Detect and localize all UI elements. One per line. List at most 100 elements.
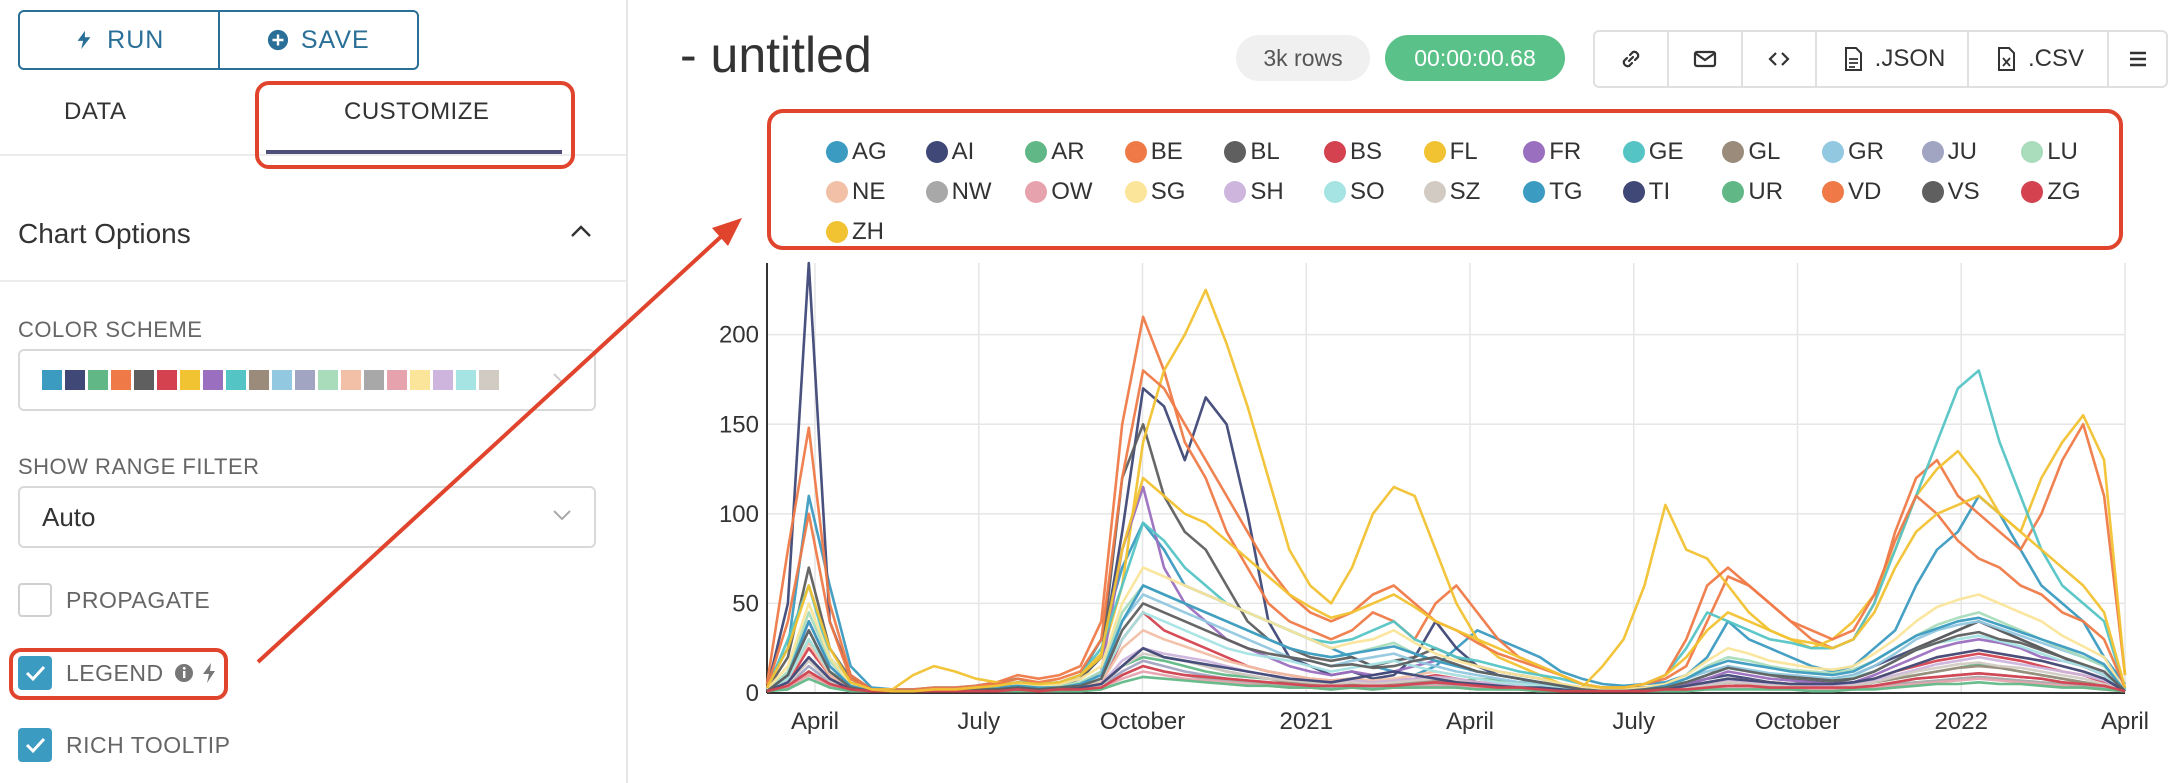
legend-item[interactable]: AI xyxy=(925,138,974,166)
legend-checkbox[interactable] xyxy=(18,656,52,690)
color-swatch xyxy=(295,370,315,390)
color-scheme-swatches xyxy=(42,370,499,390)
legend-item[interactable]: UR xyxy=(1722,178,1783,206)
chevron-up-icon[interactable] xyxy=(570,224,592,238)
file-excel-icon xyxy=(1997,47,2015,71)
run-save-group: RUN SAVE xyxy=(18,10,419,70)
y-tick-label: 100 xyxy=(719,501,759,528)
embed-code-button[interactable] xyxy=(1741,32,1815,86)
legend-item[interactable]: VD xyxy=(1822,178,1881,206)
panel-tabs: DATA CUSTOMIZE xyxy=(0,80,626,156)
legend-item[interactable]: SZ xyxy=(1423,178,1481,206)
legend-item[interactable]: TI xyxy=(1622,178,1670,206)
legend-item[interactable]: SG xyxy=(1124,178,1186,206)
legend-item[interactable]: BE xyxy=(1124,138,1183,166)
legend-swatch xyxy=(1523,181,1546,203)
legend-item[interactable]: SH xyxy=(1224,178,1284,206)
legend-label: SZ xyxy=(1449,178,1481,205)
x-tick-label: October xyxy=(1755,708,1840,735)
series-line-zh xyxy=(765,476,2127,693)
legend-swatch xyxy=(1722,181,1745,203)
legend-item[interactable]: LU xyxy=(2021,138,2078,166)
export-json-label: .JSON xyxy=(1874,45,1946,72)
legend-item[interactable]: FR xyxy=(1523,138,1581,166)
legend-label: NE xyxy=(852,178,886,205)
rich-tooltip-label: RICH TOOLTIP xyxy=(66,731,231,758)
legend-label: GL xyxy=(1748,138,1781,165)
legend-item[interactable]: GE xyxy=(1622,138,1683,166)
email-button[interactable] xyxy=(1667,32,1741,86)
file-text-icon xyxy=(1844,47,1862,71)
legend-item[interactable]: JU xyxy=(1921,138,1977,166)
color-swatch xyxy=(134,370,154,390)
propagate-option[interactable]: PROPAGATE xyxy=(18,583,210,617)
legend-swatch xyxy=(1622,181,1645,203)
legend-item[interactable]: VS xyxy=(1921,178,1980,206)
color-swatch xyxy=(88,370,108,390)
x-tick-label: July xyxy=(957,708,1000,735)
legend-label: AR xyxy=(1051,138,1085,165)
legend-item[interactable]: AG xyxy=(826,138,887,166)
color-swatch xyxy=(65,370,85,390)
chart-options-title: Chart Options xyxy=(18,218,191,249)
legend-label: ZH xyxy=(852,218,884,245)
legend-label: OW xyxy=(1051,178,1093,205)
legend-item[interactable]: ZG xyxy=(2021,178,2081,206)
legend-item[interactable]: BL xyxy=(1224,138,1280,166)
legend-label: LU xyxy=(2047,138,2078,165)
legend-label: ZG xyxy=(2047,178,2081,205)
copy-link-button[interactable] xyxy=(1595,32,1667,86)
check-icon xyxy=(25,737,46,754)
legend-item[interactable]: SO xyxy=(1324,178,1385,206)
legend-label: FL xyxy=(1449,138,1478,165)
propagate-checkbox[interactable] xyxy=(18,583,52,617)
tab-data[interactable]: DATA xyxy=(64,98,127,125)
legend-swatch xyxy=(1124,141,1147,163)
legend-item[interactable]: GR xyxy=(1822,138,1884,166)
legend-swatch xyxy=(1423,141,1446,163)
color-swatch xyxy=(157,370,177,390)
tab-customize[interactable]: CUSTOMIZE xyxy=(344,98,490,125)
legend-item[interactable]: NW xyxy=(925,178,992,206)
page-title[interactable]: - untitled xyxy=(680,27,872,83)
code-icon xyxy=(1768,52,1790,66)
run-button[interactable]: RUN xyxy=(20,12,218,68)
legend-item[interactable]: GL xyxy=(1722,138,1780,166)
export-json-button[interactable]: .JSON xyxy=(1815,32,1967,86)
legend-swatch xyxy=(2021,141,2044,163)
legend-label: SG xyxy=(1150,178,1186,205)
line-chart[interactable]: 0 50 100 150 200 April July October 2021 April Jul… xyxy=(700,255,2150,735)
more-menu-button[interactable] xyxy=(2107,32,2166,86)
legend-item[interactable]: TG xyxy=(1523,178,1583,206)
legend-label: NW xyxy=(951,178,992,205)
legend-swatch xyxy=(925,181,948,203)
legend-item[interactable]: BS xyxy=(1324,138,1382,166)
legend-label: LEGEND xyxy=(66,659,164,686)
color-swatch xyxy=(364,370,384,390)
export-csv-button[interactable]: .CSV xyxy=(1967,32,2107,86)
legend-swatch xyxy=(1025,181,1048,203)
legend-option[interactable]: LEGEND xyxy=(18,656,218,690)
legend-item[interactable]: OW xyxy=(1025,178,1093,206)
color-swatch xyxy=(318,370,338,390)
info-icon[interactable] xyxy=(174,663,194,683)
bolt-icon xyxy=(77,30,91,50)
legend-label: JU xyxy=(1947,138,1977,165)
link-icon xyxy=(1622,50,1640,68)
legend-label: GR xyxy=(1848,138,1884,165)
legend-swatch xyxy=(1224,181,1247,203)
color-swatch xyxy=(456,370,476,390)
legend-item[interactable]: NE xyxy=(826,178,885,206)
run-label: RUN xyxy=(107,25,165,54)
legend-item[interactable]: FL xyxy=(1423,138,1478,166)
row-count-badge: 3k rows xyxy=(1236,35,1370,81)
save-button[interactable]: SAVE xyxy=(217,12,418,68)
legend-item[interactable]: AR xyxy=(1025,138,1085,166)
range-filter-select[interactable]: Auto xyxy=(18,486,596,548)
series-line-ge xyxy=(765,369,2127,693)
rich-tooltip-checkbox[interactable] xyxy=(18,728,52,762)
legend-item[interactable]: ZH xyxy=(826,218,884,246)
color-scheme-select[interactable] xyxy=(18,349,596,411)
rich-tooltip-option[interactable]: RICH TOOLTIP xyxy=(18,728,230,762)
color-swatch xyxy=(479,370,499,390)
